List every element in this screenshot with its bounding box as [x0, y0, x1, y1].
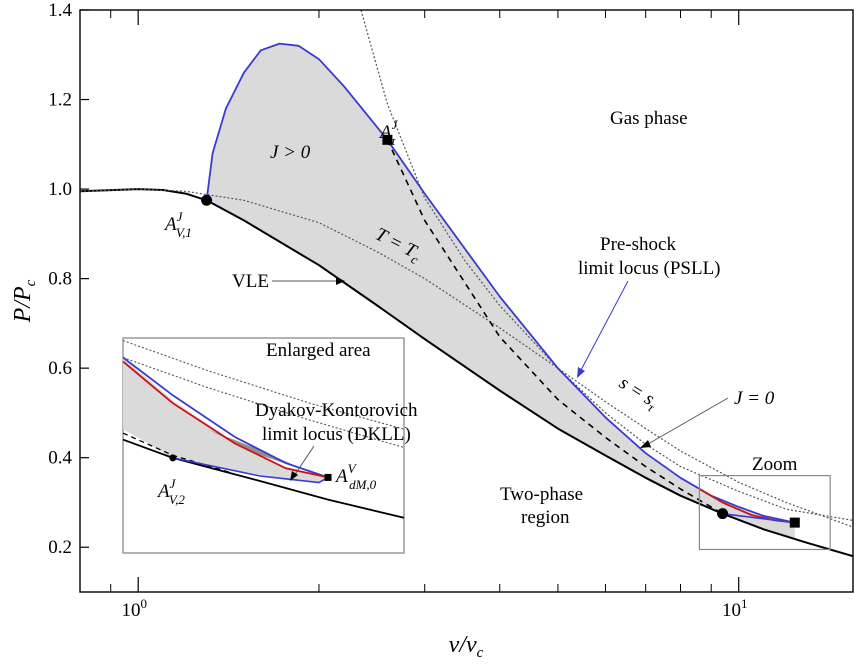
- label-s-stau: s = sτ: [614, 372, 663, 415]
- y-tick-label: 1.2: [48, 90, 72, 111]
- y-tick-label: 0.4: [48, 448, 72, 469]
- j-zero-pointer-line: [647, 397, 729, 445]
- label-psll-line1: Pre-shock: [600, 234, 676, 255]
- series-j-0: [386, 139, 724, 515]
- label-vle: VLE: [232, 271, 269, 292]
- y-tick-label: 0.8: [48, 269, 72, 290]
- psll-pointer-arrowhead: [577, 367, 585, 378]
- label-gas-phase: Gas phase: [610, 108, 688, 129]
- inset-plot: [123, 340, 404, 519]
- inset-marker-a-v2: [169, 454, 177, 462]
- inset-vle-line: [123, 438, 404, 519]
- axes: 0.2 0.4 0.6 0.8 1.0 1.2 1.4 100 101 v/vc P/Pc: [10, 0, 854, 661]
- label-two-phase-line1: Two-phase: [500, 484, 583, 505]
- label-j-zero: J = 0: [734, 388, 775, 409]
- marker-a-dm-0: [789, 517, 800, 528]
- inset-dark-sliver: [207, 429, 328, 478]
- j-zero-pointer-arrowhead: [640, 440, 651, 448]
- label-a-v1: AJ V,1: [163, 209, 192, 240]
- inset-dkll-line: [123, 360, 329, 479]
- x-tick-label: 100: [121, 596, 147, 621]
- vle-arrowhead: [336, 277, 345, 285]
- plot-frame: [79, 9, 854, 593]
- series-psll-lower-branch: [722, 512, 795, 524]
- series-t-t-c: [80, 188, 853, 528]
- label-two-phase-line2: region: [521, 507, 570, 528]
- label-j-positive: J > 0: [270, 142, 311, 163]
- inset-label-dkll-line1: Dyakov-Kontorovich: [255, 400, 418, 421]
- psll-pointer-line: [579, 280, 629, 373]
- inset-psll-lower-line: [172, 457, 329, 484]
- y-tick-label: 0.6: [48, 358, 72, 379]
- inset-shaded-region: [123, 357, 328, 483]
- inset-s-stau-line: [123, 340, 404, 430]
- y-tick-label: 1.4: [48, 0, 72, 21]
- label-a-tau: AJ τ: [378, 117, 399, 148]
- label-psll-line2: limit locus (PSLL): [578, 258, 721, 279]
- dkll-pointer-line: [293, 445, 315, 477]
- y-tick-label: 1.0: [48, 179, 72, 200]
- marker-a-v-1: [201, 194, 213, 206]
- inset-title: Enlarged area: [266, 340, 371, 361]
- inset-label-dkll-line2: limit locus (DKLL): [262, 424, 411, 445]
- inset-enlarged-area: [122, 337, 405, 554]
- marker-a-: [382, 134, 393, 145]
- marker-a-v-2: [717, 508, 729, 520]
- series-s-s-: [360, 10, 853, 521]
- shaded-region-j-positive: [206, 43, 795, 540]
- inset-t-tc-line: [123, 356, 404, 449]
- y-tick-label: 0.2: [48, 537, 72, 558]
- x-tick-label: 101: [722, 596, 748, 621]
- inset-marker-a-dm0: [324, 473, 332, 481]
- dkll-pointer-arrowhead: [290, 471, 298, 481]
- label-zoom: Zoom: [752, 454, 798, 475]
- series-vle: [80, 188, 853, 558]
- zoom-box: [698, 475, 831, 551]
- plot-area: [80, 10, 853, 558]
- y-axis-label: P/Pc: [10, 279, 39, 323]
- x-axis-label: v/vc: [449, 632, 484, 661]
